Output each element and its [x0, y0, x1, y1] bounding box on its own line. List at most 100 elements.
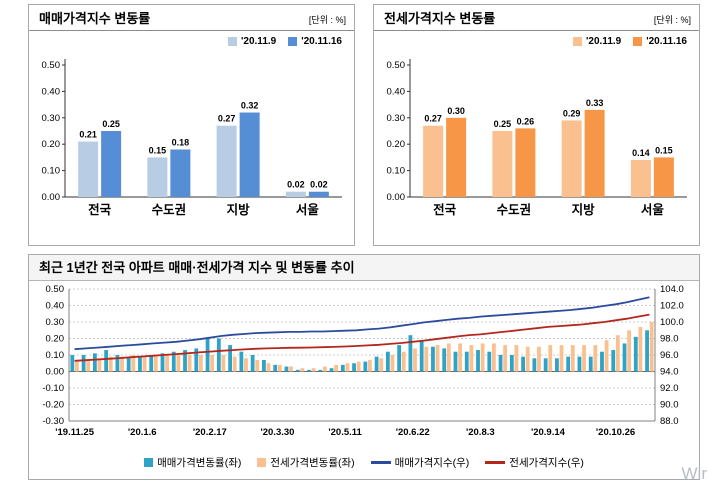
jeonse-change-bar — [368, 359, 372, 372]
sales-change-bar — [307, 369, 311, 372]
jeonse-change-bar — [255, 359, 260, 372]
jeonse-change-bar — [345, 362, 350, 372]
legend-item-sales-change: 매매가격변동률(좌) — [144, 455, 241, 470]
jeonse-change-bar — [153, 356, 158, 372]
sales-change-bar — [442, 347, 447, 372]
jeonse-change-bar — [548, 344, 553, 372]
right-axis-label: 104.0 — [660, 284, 684, 295]
y-tick-label: 0.00 — [42, 192, 61, 203]
bar-value-label: 0.15 — [655, 145, 673, 155]
right-axis-label: 100.0 — [660, 317, 684, 328]
bar — [561, 120, 582, 197]
bar — [239, 112, 260, 197]
left-axis-label: 0.50 — [46, 284, 65, 295]
y-tick-label: 0.30 — [387, 112, 406, 123]
legend-swatch-light-blue — [228, 36, 238, 46]
right-axis-label: 94.0 — [660, 366, 679, 377]
sales-change-bar — [138, 356, 142, 372]
jeonse-change-bar — [593, 344, 598, 372]
legend-item-jeonse-index: 전세가격지수(우) — [485, 455, 584, 470]
jeonse-bar-chart: 0.00 0.10 0.20 0.30 0.40 0.50 전국 0.27 0.30 수도권 0.2… — [387, 58, 687, 217]
bar — [101, 130, 122, 197]
jeonse-unit-label: [단위 : %] — [653, 14, 691, 25]
bar-value-label: 0.25 — [102, 119, 120, 129]
bar — [515, 127, 536, 197]
sales-chart-legend: '20.11.9 '20.11.16 — [29, 31, 354, 47]
left-axis-label: -0.30 — [42, 416, 64, 427]
jeonse-change-bar — [424, 346, 429, 372]
bar — [492, 130, 513, 197]
category-label: 서울 — [641, 202, 665, 217]
jeonse-change-bar — [142, 356, 147, 372]
right-axis-label: 96.0 — [660, 350, 679, 361]
trend-panel-header: 최근 1년간 전국 아파트 매매·전세가격 지수 및 변동률 추이 — [29, 255, 699, 281]
jeonse-change-bar — [525, 346, 530, 372]
jeonse-change-bar — [277, 364, 282, 372]
sales-change-bar — [498, 354, 503, 372]
sales-change-bar — [284, 366, 289, 372]
jeonse-change-bar — [390, 354, 395, 372]
sales-index-panel: 매매가격지수 변동률 [단위 : %] '20.11.9 '20.11.16 0… — [28, 4, 355, 246]
jeonse-change-bar — [210, 354, 215, 372]
jeonse-change-bar — [649, 321, 654, 372]
left-axis-label: 0.20 — [46, 333, 65, 344]
category-label: 서울 — [296, 202, 320, 217]
jeonse-change-bar — [582, 344, 586, 372]
sales-change-bar — [453, 351, 458, 372]
jeonse-change-bar — [120, 356, 124, 372]
bar-value-label: 0.21 — [79, 129, 97, 139]
jeonse-change-bar — [615, 334, 620, 372]
sales-index-line — [74, 296, 650, 350]
bar — [630, 159, 651, 197]
sales-panel-header: 매매가격지수 변동률 [단위 : %] — [29, 5, 354, 31]
jeonse-change-bar — [311, 367, 316, 372]
bar — [285, 191, 306, 197]
jeonse-change-bar — [289, 366, 293, 372]
sales-change-bar — [126, 356, 131, 372]
sales-change-bar — [205, 338, 210, 372]
jeonse-change-bar — [187, 354, 192, 372]
bar-value-label: 0.30 — [447, 105, 465, 115]
legend-item-date2: '20.11.16 — [288, 36, 342, 47]
bar — [147, 156, 168, 197]
jeonse-change-bar — [322, 366, 327, 372]
jeonse-change-bar — [266, 362, 271, 372]
sales-change-bar — [600, 351, 604, 372]
bar — [423, 125, 444, 197]
left-axis-label: 0.10 — [46, 350, 65, 361]
jeonse-change-bar — [559, 344, 564, 372]
jeonse-change-bar — [165, 354, 169, 372]
legend-item-date1: '20.11.9 — [573, 36, 621, 47]
bar — [216, 125, 237, 197]
sales-change-bar — [115, 354, 120, 372]
jeonse-change-bar — [75, 361, 79, 372]
sales-bar-chart: 0.00 0.10 0.20 0.30 0.40 0.50 전국 0.21 0.25 수도권 0.1… — [42, 58, 342, 217]
sales-change-bar — [431, 346, 435, 372]
jeonse-change-bar — [435, 344, 440, 372]
left-axis-label: 0.30 — [46, 317, 65, 328]
sales-change-bar — [262, 359, 266, 372]
x-axis-label: '20.5.11 — [328, 427, 362, 438]
jeonse-change-bar — [491, 343, 496, 372]
legend-label: '20.11.16 — [646, 35, 687, 47]
sales-change-bar — [183, 349, 187, 372]
bar — [584, 109, 605, 197]
legend-label: 전세가격변동률(좌) — [270, 456, 355, 469]
x-axis-label: '20.3.30 — [260, 427, 294, 438]
category-label: 전국 — [88, 202, 112, 217]
sales-change-bar — [611, 349, 616, 372]
jeonse-change-bar — [198, 354, 203, 372]
y-tick-label: 0.20 — [42, 139, 61, 150]
y-tick-label: 0.40 — [387, 86, 406, 97]
sales-change-bar — [160, 352, 165, 372]
legend-label: '20.11.16 — [301, 35, 342, 47]
jeonse-change-bar — [300, 367, 305, 372]
jeonse-change-bar — [176, 354, 181, 372]
left-axis-label: 0.00 — [46, 366, 65, 377]
jeonse-change-bar — [108, 356, 113, 372]
x-axis-label: '20.1.6 — [128, 427, 157, 438]
sales-change-bar — [555, 357, 559, 372]
sales-change-bar — [329, 367, 334, 372]
legend-swatch-red-line — [485, 460, 506, 464]
jeonse-change-bar — [131, 354, 136, 372]
